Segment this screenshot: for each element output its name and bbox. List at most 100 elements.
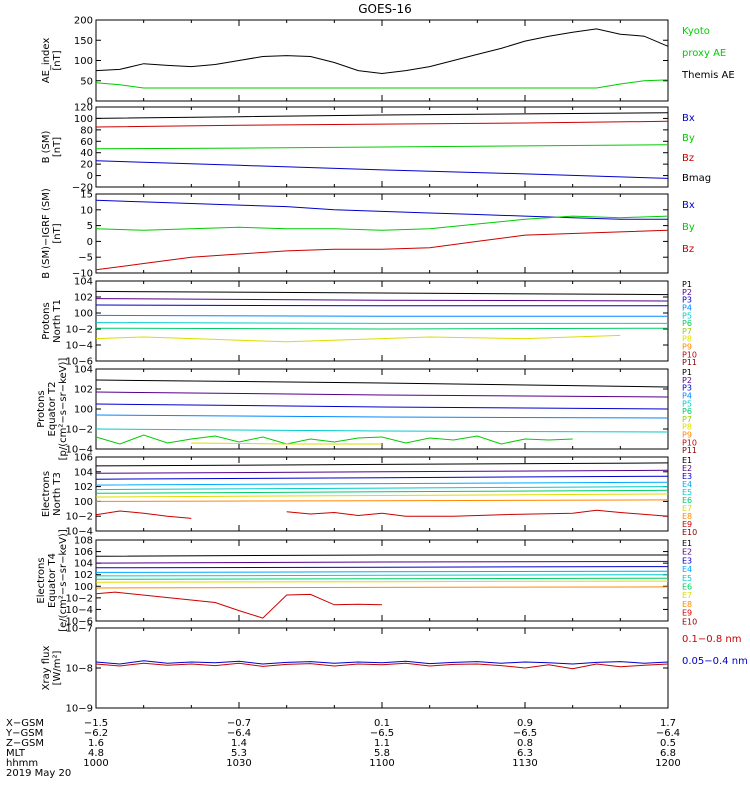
- legend-entry: P4: [682, 303, 692, 312]
- footer-value: 0.8: [517, 738, 533, 749]
- series-line: [95, 327, 669, 330]
- legend-entry: P10: [682, 350, 697, 359]
- legend-entry: E3: [682, 556, 692, 565]
- footer-value: 1.4: [231, 738, 247, 749]
- y-tick-label: 102: [74, 482, 93, 493]
- legend-entry: E4: [682, 565, 692, 574]
- y-axis-label: [nT]: [52, 137, 63, 157]
- series-line: [95, 160, 669, 179]
- y-tick-label: 20: [80, 160, 93, 171]
- y-tick-label: 104: [74, 467, 93, 478]
- footer-value: 1000: [83, 758, 108, 769]
- y-tick-label: 100: [74, 405, 93, 416]
- footer-value: −6.4: [656, 728, 680, 739]
- footer-value: 0.9: [517, 718, 533, 729]
- panel-frame: [95, 19, 669, 102]
- series-line: [95, 566, 669, 569]
- panel-pn: 10−6 10−4 10−2 100 102 104 Protons North T1 P1P2…: [41, 277, 697, 368]
- footer-value: 0.1: [374, 718, 390, 729]
- legend-entry: 0.05−0.4 nm: [682, 656, 748, 667]
- footer-value: 6.3: [517, 748, 533, 759]
- series-line: [95, 660, 669, 665]
- series-line: [95, 486, 669, 491]
- series-line: [95, 560, 669, 564]
- y-tick-label: 10−2: [66, 425, 93, 436]
- legend-entry: E8: [682, 600, 692, 609]
- legend-entry: By: [682, 222, 695, 233]
- y-axis-label: North T1: [52, 299, 63, 343]
- legend-entry: E2: [682, 464, 692, 473]
- y-axis-label: Electrons: [41, 471, 52, 517]
- series-line: [95, 462, 669, 467]
- series-line: [95, 570, 669, 573]
- footer-value: 1200: [655, 758, 680, 769]
- footer-value: −1.5: [84, 718, 108, 729]
- series-line: [95, 391, 669, 398]
- series-line: [95, 434, 573, 445]
- y-tick-label: 15: [80, 190, 93, 201]
- y-tick-label: 104: [74, 277, 93, 288]
- y-tick-label: −5: [78, 253, 93, 264]
- y-tick-label: 10−9: [66, 704, 93, 715]
- legend-entry: E7: [682, 504, 692, 513]
- series-line: [95, 489, 669, 494]
- series-line: [95, 493, 669, 498]
- y-tick-label: 50: [80, 76, 93, 87]
- footer-value: 1130: [512, 758, 537, 769]
- panel-xray: 10−9 10−8 10−7 Xray flux [W/m²] 0.1−0.8 nm 0.0…: [41, 624, 748, 715]
- series-line: [95, 314, 668, 317]
- legend-entry: Bz: [682, 153, 694, 164]
- y-tick-label: 10−4: [66, 527, 93, 538]
- y-tick-label: 102: [74, 293, 93, 304]
- legend-entry: E4: [682, 480, 692, 489]
- footer-value: 5.8: [374, 748, 390, 759]
- series-line: [95, 229, 669, 271]
- legend-entry: E7: [682, 591, 692, 600]
- legend-entry: By: [682, 133, 695, 144]
- legend-entry: P9: [682, 343, 692, 352]
- legend-entry: 0.1−0.8 nm: [682, 634, 741, 645]
- series-line: [191, 442, 382, 445]
- y-axis-label: [W/m²]: [52, 650, 63, 685]
- footer-value: 4.8: [88, 748, 104, 759]
- footer-value: −6.5: [513, 728, 537, 739]
- y-tick-label: 100: [74, 582, 93, 593]
- footer-value: 1.7: [660, 718, 676, 729]
- y-tick-label: 10−4: [66, 445, 93, 456]
- footer-value: 6.8: [660, 748, 676, 759]
- series-line: [95, 322, 668, 324]
- series-line: [95, 334, 621, 343]
- footer-value: 0.5: [660, 738, 676, 749]
- y-tick-label: 106: [74, 453, 93, 464]
- legend-entry: P2: [682, 288, 692, 297]
- legend-entry: P11: [682, 358, 697, 367]
- footer-value: −6.4: [227, 728, 251, 739]
- series-line: [95, 574, 669, 577]
- legend-entry: P5: [682, 399, 692, 408]
- y-tick-label: 40: [80, 148, 93, 159]
- y-tick-label: −20: [72, 183, 93, 194]
- footer-value: 1030: [226, 758, 251, 769]
- series-line: [95, 403, 669, 410]
- panel-bigrf: −10 −5 0 5 10 15 B (SM)−IGRF (SM) [nT] Bx By Bz: [41, 188, 695, 279]
- legend-entry: Bmag: [682, 173, 711, 184]
- legend-entry: Themis AE: [681, 70, 735, 81]
- y-tick-label: 108: [74, 536, 93, 547]
- legend-entry: proxy AE: [682, 48, 726, 59]
- legend-entry: E9: [682, 609, 692, 618]
- legend-entry: Bz: [682, 244, 694, 255]
- series-line: [95, 215, 669, 231]
- legend-entry: Bx: [682, 200, 695, 211]
- legend-entry: E6: [682, 496, 692, 505]
- y-axis-label: North T3: [52, 472, 63, 516]
- series-line: [95, 199, 668, 220]
- legend-entry: P3: [682, 384, 692, 393]
- legend-entry: P3: [682, 296, 692, 305]
- series-line: [95, 28, 669, 75]
- footer-row-label: 2019 May 20: [6, 768, 71, 779]
- legend-entry: E2: [682, 548, 692, 557]
- footer-value: 1.1: [374, 738, 390, 749]
